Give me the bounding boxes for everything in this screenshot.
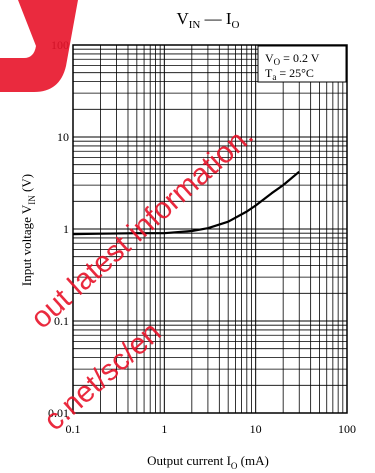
conditions-box: VO = 0.2 V Ta = 25°C	[257, 45, 347, 83]
x-tick-label: 100	[338, 422, 356, 436]
y-tick-label: 0.1	[54, 314, 69, 328]
watermark-logo	[0, 0, 78, 92]
x-tick-label: 0.1	[66, 422, 81, 436]
grid	[72, 45, 347, 414]
condition-ta: Ta = 25°C	[265, 66, 314, 82]
y-tick-label: 0.01	[48, 406, 69, 420]
y-tick-label: 10	[57, 130, 69, 144]
watermark-text-2: c.net/sc/en	[38, 316, 168, 438]
y-axis-label: Input voltage VIN (V)	[19, 174, 37, 286]
x-tick-label: 10	[250, 422, 262, 436]
y-tick-label: 1	[63, 222, 69, 236]
condition-vo: VO = 0.2 V	[265, 51, 320, 67]
series-layer	[72, 170, 300, 236]
chart-title: VIN — IO	[176, 9, 239, 31]
plot-frame	[72, 44, 348, 414]
series-line	[72, 170, 300, 236]
x-axis-label: Output current IO (mA)	[147, 453, 269, 471]
x-tick-label: 1	[161, 422, 167, 436]
